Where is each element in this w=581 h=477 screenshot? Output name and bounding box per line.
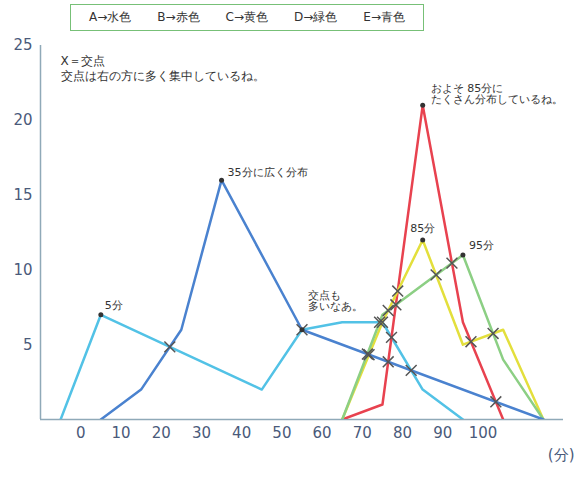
svg-text:25: 25 — [13, 36, 32, 54]
svg-text:交点も多いなあ。: 交点も多いなあ。 — [308, 289, 363, 313]
svg-text:50: 50 — [272, 424, 291, 442]
svg-text:15: 15 — [13, 186, 32, 204]
svg-text:20: 20 — [13, 111, 32, 129]
svg-text:(分): (分) — [548, 446, 575, 464]
svg-text:80: 80 — [393, 424, 412, 442]
svg-text:10: 10 — [111, 424, 130, 442]
html-text:E→青色: E→青色 — [363, 10, 405, 24]
svg-text:およそ 85分にたくさん分布しているね。: およそ 85分にたくさん分布しているね。 — [431, 82, 563, 106]
svg-text:5分: 5分 — [105, 299, 123, 312]
svg-text:5: 5 — [23, 336, 33, 354]
svg-text:X＝交点交点は右の方に多く集中しているね。: X＝交点交点は右の方に多く集中しているね。 — [61, 54, 265, 84]
svg-text:40: 40 — [232, 424, 251, 442]
html-text:A→水色: A→水色 — [89, 10, 132, 24]
svg-text:100: 100 — [469, 424, 498, 442]
html-text:D→緑色: D→緑色 — [294, 10, 338, 24]
svg-text:85分: 85分 — [410, 222, 435, 235]
svg-text:20: 20 — [152, 424, 171, 442]
html-text:C→黄色: C→黄色 — [225, 10, 268, 24]
svg-text:60: 60 — [313, 424, 332, 442]
svg-text:30: 30 — [192, 424, 211, 442]
svg-text:35分に広く分布: 35分に広く分布 — [228, 166, 308, 179]
svg-text:90: 90 — [433, 424, 452, 442]
svg-text:70: 70 — [353, 424, 372, 442]
svg-text:10: 10 — [13, 261, 32, 279]
html-text:B→赤色: B→赤色 — [157, 10, 200, 24]
svg-text:95分: 95分 — [469, 239, 494, 252]
svg-text:0: 0 — [76, 424, 86, 442]
